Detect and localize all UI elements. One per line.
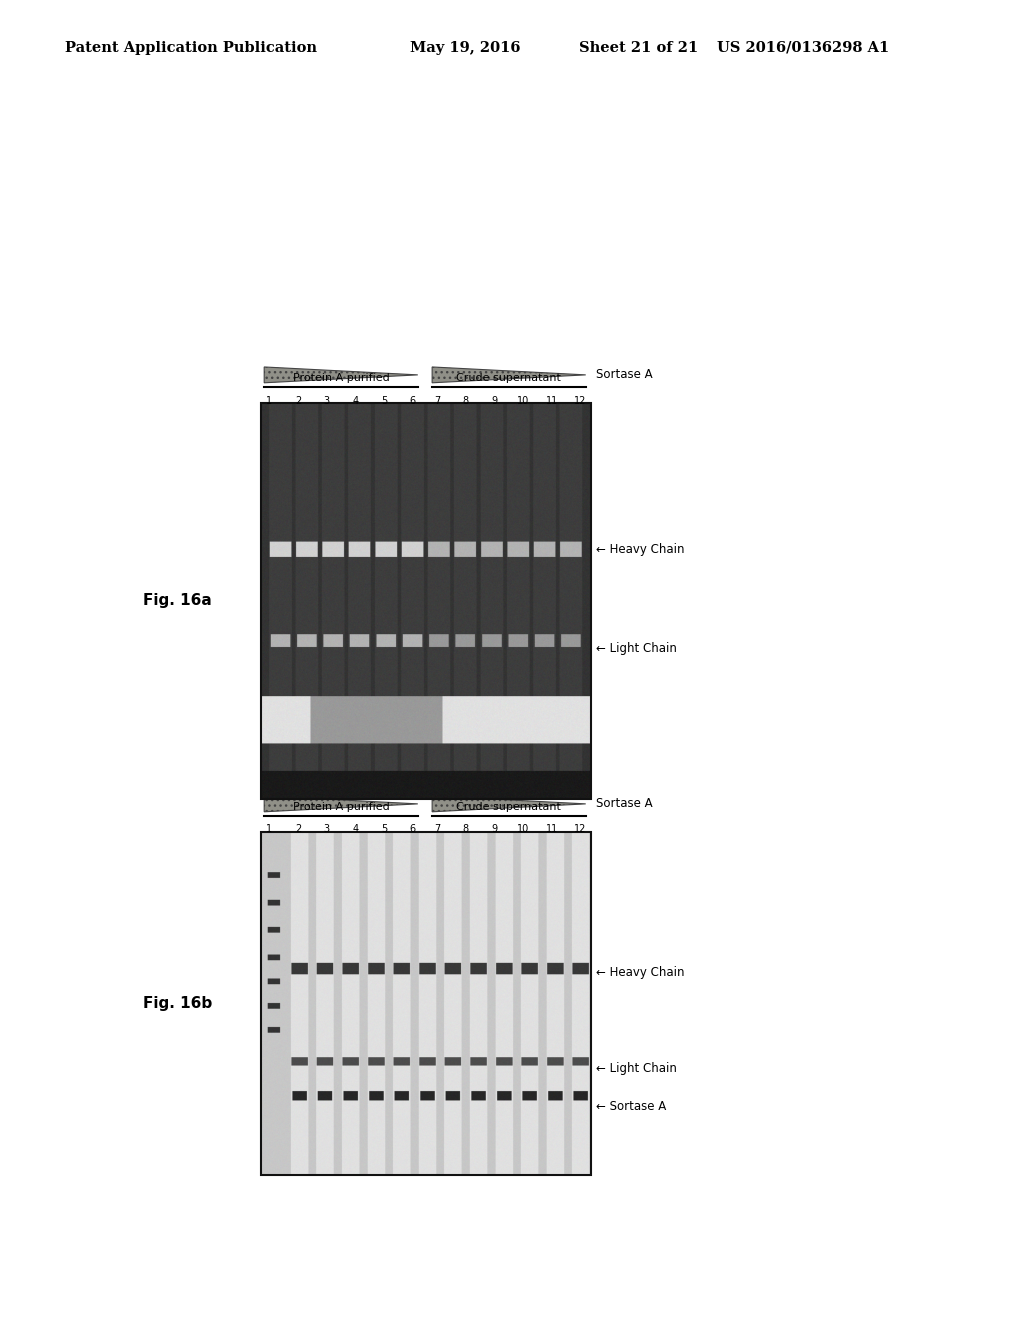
Text: 11: 11 xyxy=(546,396,558,407)
Text: 1: 1 xyxy=(266,824,272,834)
Text: 7: 7 xyxy=(434,824,440,834)
Text: 9: 9 xyxy=(492,396,498,407)
Text: 7: 7 xyxy=(434,396,440,407)
Text: 12: 12 xyxy=(574,824,587,834)
Text: Fig. 16a: Fig. 16a xyxy=(143,593,212,609)
Text: 11: 11 xyxy=(546,824,558,834)
Text: May 19, 2016: May 19, 2016 xyxy=(410,41,520,54)
Text: 10: 10 xyxy=(517,396,529,407)
Text: Patent Application Publication: Patent Application Publication xyxy=(65,41,316,54)
Text: Sortase A: Sortase A xyxy=(596,797,652,810)
Text: ← Heavy Chain: ← Heavy Chain xyxy=(596,543,684,556)
Text: 8: 8 xyxy=(463,824,469,834)
Text: 5: 5 xyxy=(381,396,387,407)
Text: 2: 2 xyxy=(295,824,301,834)
Text: ← Heavy Chain: ← Heavy Chain xyxy=(596,966,684,979)
Text: 4: 4 xyxy=(352,824,358,834)
Text: US 2016/0136298 A1: US 2016/0136298 A1 xyxy=(717,41,889,54)
Text: 3: 3 xyxy=(324,396,330,407)
Text: 10: 10 xyxy=(517,824,529,834)
Text: Protein A purified: Protein A purified xyxy=(293,372,389,383)
Text: Sortase A: Sortase A xyxy=(596,368,652,381)
Text: ← Sortase A: ← Sortase A xyxy=(596,1100,667,1113)
Text: 1: 1 xyxy=(266,396,272,407)
Text: Protein A purified: Protein A purified xyxy=(293,801,389,812)
Text: Sheet 21 of 21: Sheet 21 of 21 xyxy=(579,41,697,54)
Text: 5: 5 xyxy=(381,824,387,834)
Polygon shape xyxy=(432,367,586,383)
Text: Fig. 16b: Fig. 16b xyxy=(143,995,213,1011)
Text: 3: 3 xyxy=(324,824,330,834)
Text: Crude supernatant: Crude supernatant xyxy=(457,801,561,812)
Polygon shape xyxy=(432,796,586,812)
Polygon shape xyxy=(264,796,418,812)
Text: 12: 12 xyxy=(574,396,587,407)
Text: ← Light Chain: ← Light Chain xyxy=(596,1061,677,1074)
Text: 9: 9 xyxy=(492,824,498,834)
Text: 2: 2 xyxy=(295,396,301,407)
Text: 6: 6 xyxy=(410,396,416,407)
Text: Crude supernatant: Crude supernatant xyxy=(457,372,561,383)
Text: 8: 8 xyxy=(463,396,469,407)
Bar xyxy=(261,832,591,1175)
Bar xyxy=(261,403,591,799)
Text: 4: 4 xyxy=(352,396,358,407)
Polygon shape xyxy=(264,367,418,383)
Text: ← Light Chain: ← Light Chain xyxy=(596,642,677,655)
Text: 6: 6 xyxy=(410,824,416,834)
